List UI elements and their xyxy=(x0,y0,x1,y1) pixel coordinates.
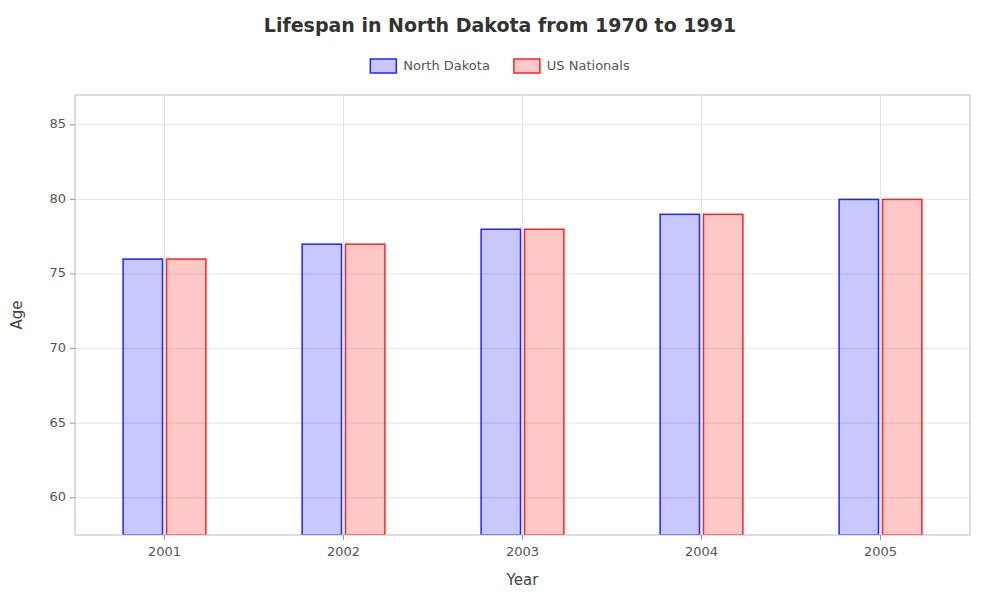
bars xyxy=(123,199,922,535)
legend-item: North Dakota xyxy=(370,58,490,74)
x-tick xyxy=(701,535,702,540)
x-grid-line xyxy=(880,95,881,535)
y-axis-label: Age xyxy=(8,300,26,329)
chart-container: 60 65 70 75 80 85 2001 2002 2003 2004 2005 Year Age L… xyxy=(0,0,1000,600)
bar xyxy=(167,259,206,535)
y-tick-label: 80 xyxy=(49,191,66,206)
legend: North Dakota US Nationals xyxy=(370,58,630,74)
bar xyxy=(883,199,922,535)
y-tick xyxy=(70,423,75,424)
x-tick xyxy=(343,535,344,540)
y-tick-label: 85 xyxy=(49,116,66,131)
legend-swatch xyxy=(514,59,540,73)
y-tick-label: 75 xyxy=(49,265,66,280)
bar xyxy=(123,259,162,535)
legend-label: US Nationals xyxy=(547,58,630,73)
x-tick xyxy=(522,535,523,540)
legend-swatch xyxy=(370,59,396,73)
y-tick xyxy=(70,124,75,125)
x-grid-line xyxy=(343,95,344,535)
x-tick-label: 2003 xyxy=(506,544,539,559)
chart-svg: 60 65 70 75 80 85 2001 2002 2003 2004 2005 Year Age L… xyxy=(0,0,1000,600)
legend-item: US Nationals xyxy=(514,58,630,74)
x-tick-label: 2002 xyxy=(327,544,360,559)
bar xyxy=(704,214,743,535)
x-tick-label: 2001 xyxy=(148,544,181,559)
bar xyxy=(346,244,385,535)
x-tick-label: 2005 xyxy=(864,544,897,559)
bar xyxy=(525,229,564,535)
y-tick-label: 60 xyxy=(49,489,66,504)
bar xyxy=(481,229,520,535)
bar xyxy=(660,214,699,535)
y-tick xyxy=(70,199,75,200)
chart-title: Lifespan in North Dakota from 1970 to 19… xyxy=(264,14,736,36)
y-tick xyxy=(70,348,75,349)
x-tick xyxy=(164,535,165,540)
y-tick xyxy=(70,497,75,498)
y-tick-label: 70 xyxy=(49,340,66,355)
y-tick xyxy=(70,273,75,274)
x-axis-label: Year xyxy=(506,571,540,589)
plot-frame xyxy=(75,95,970,535)
bar xyxy=(839,199,878,535)
bar xyxy=(302,244,341,535)
x-grid-line xyxy=(522,95,523,535)
x-grid-line xyxy=(701,95,702,535)
grid xyxy=(75,95,970,535)
x-grid-line xyxy=(164,95,165,535)
x-axis: 2001 2002 2003 2004 2005 xyxy=(148,535,897,559)
y-axis: 60 65 70 75 80 85 xyxy=(49,116,75,504)
y-tick-label: 65 xyxy=(49,415,66,430)
x-tick xyxy=(880,535,881,540)
legend-label: North Dakota xyxy=(403,58,490,73)
x-tick-label: 2004 xyxy=(685,544,718,559)
